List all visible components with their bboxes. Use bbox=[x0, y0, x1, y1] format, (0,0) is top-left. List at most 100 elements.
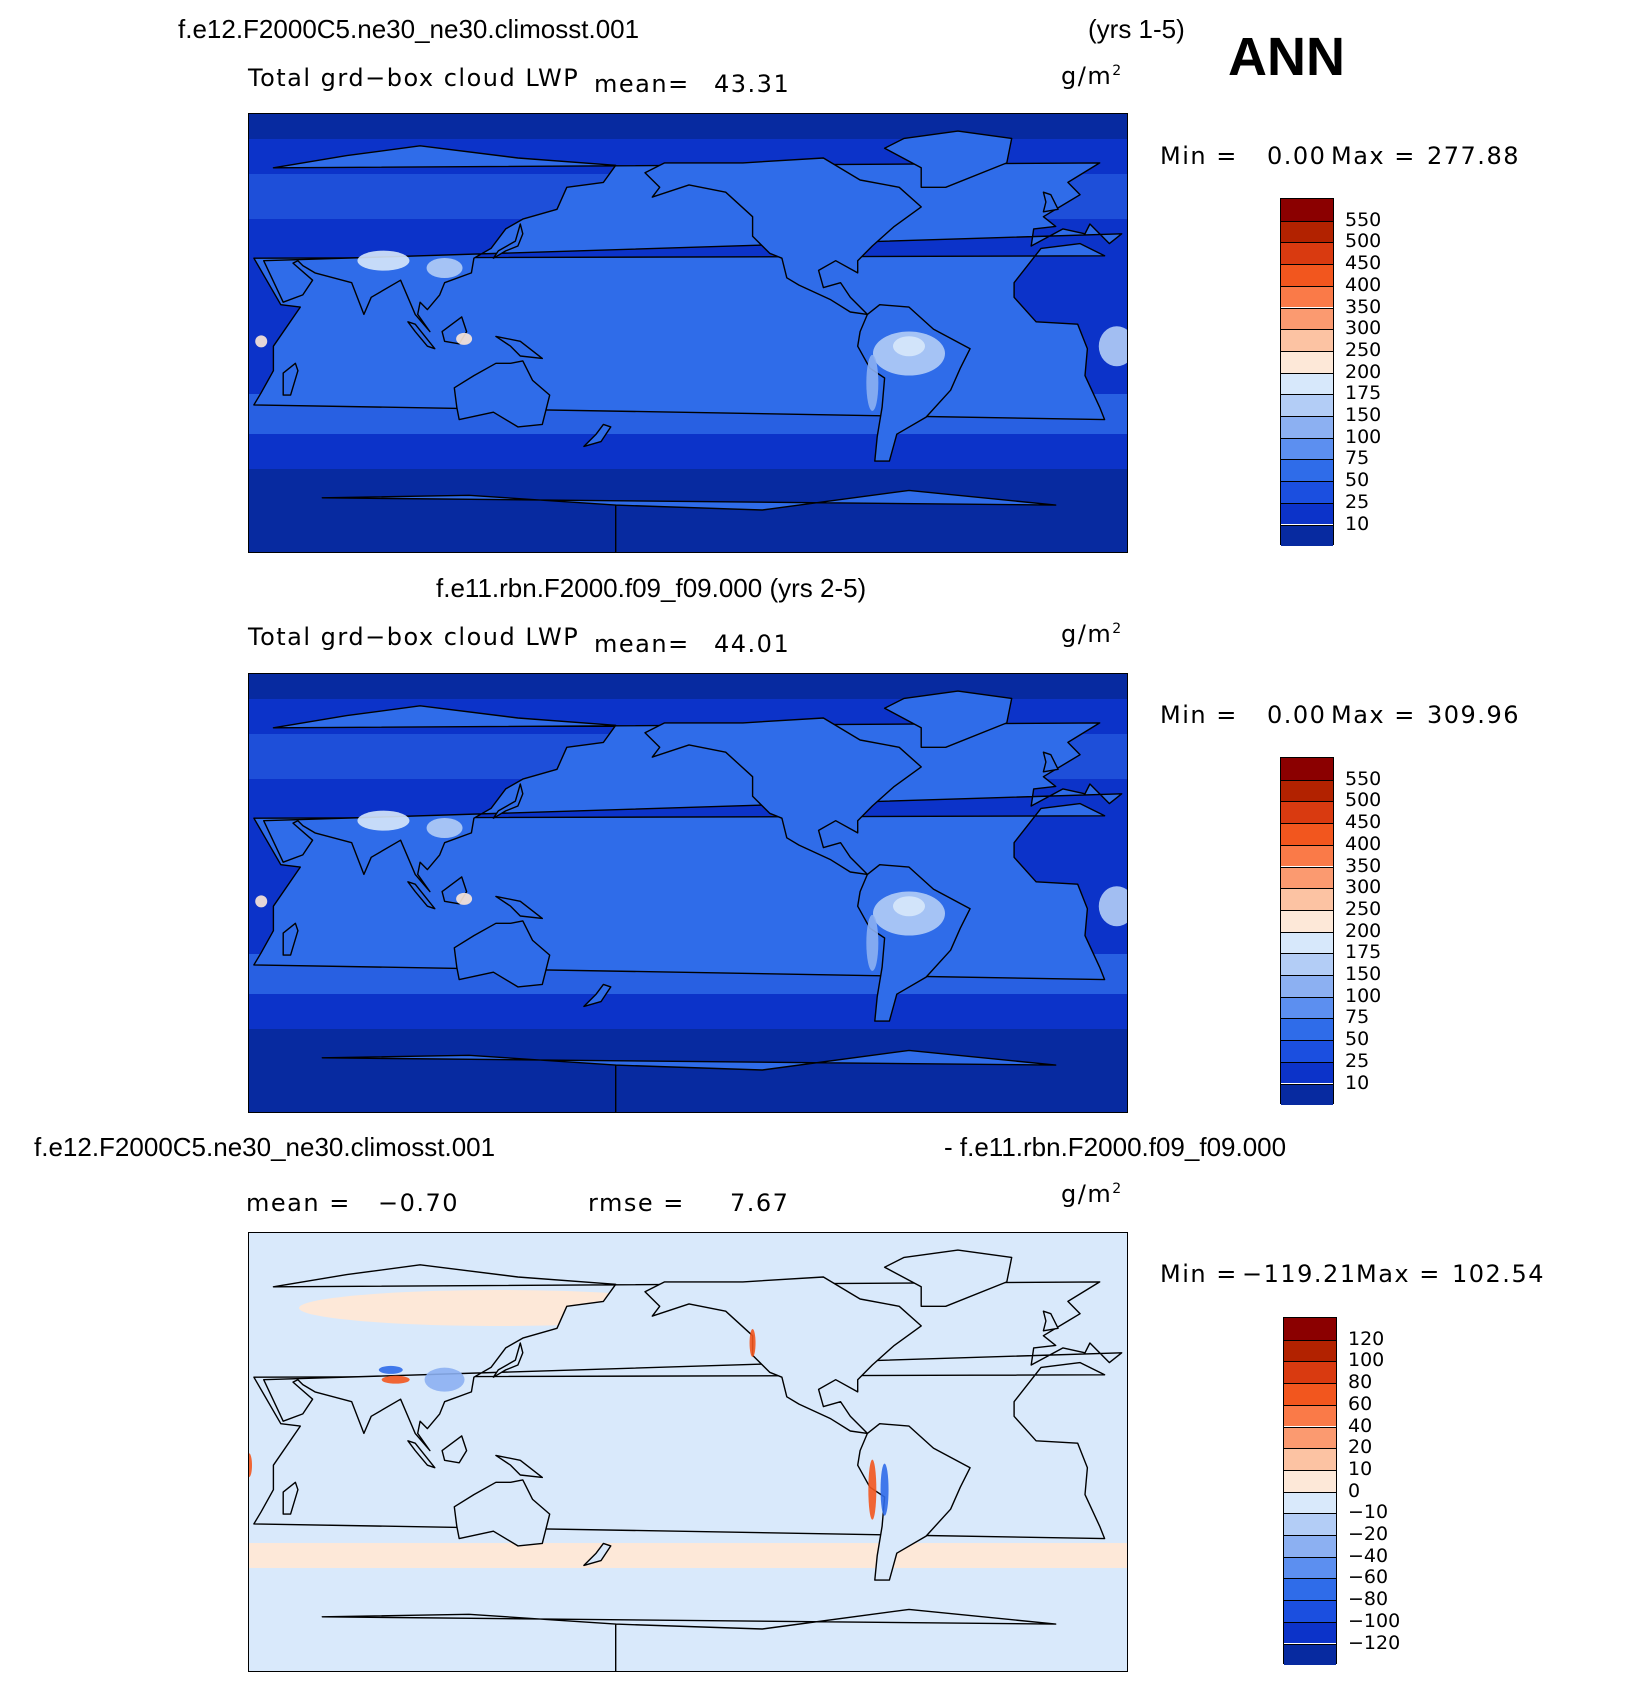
panel2-max-value: 309.96 bbox=[1427, 701, 1520, 729]
coastline-newguinea bbox=[495, 1454, 543, 1479]
colorbar-segment bbox=[1281, 779, 1333, 802]
colorbar-segment bbox=[1281, 823, 1333, 845]
colorbar-segment bbox=[1281, 307, 1333, 330]
cloud-lwp-maximum bbox=[255, 895, 268, 908]
coastline-newguinea bbox=[495, 335, 543, 360]
colorbar-segment bbox=[1284, 1318, 1336, 1340]
coastline-madagascar bbox=[282, 362, 299, 396]
colorbar-segment bbox=[1281, 350, 1333, 373]
colorbar-tick-label: 200 bbox=[1345, 919, 1382, 942]
antarctic-band bbox=[249, 1029, 1127, 1112]
panel3-max-value: 102.54 bbox=[1452, 1260, 1545, 1288]
cloud-lwp-maximum bbox=[1098, 886, 1127, 927]
colorbar-segment bbox=[1281, 242, 1333, 265]
cloud-lwp-maximum bbox=[893, 336, 925, 357]
panel3-mean-label: mean = bbox=[246, 1189, 351, 1217]
coastline-namerica bbox=[644, 717, 922, 876]
panel1-max-label: Max = bbox=[1331, 142, 1416, 170]
coastline-sumatra bbox=[407, 321, 436, 350]
panel3-rmse-label: rmse = bbox=[588, 1189, 685, 1217]
colorbar-tick-label: 75 bbox=[1345, 1006, 1370, 1029]
colorbar-tick-label: 550 bbox=[1345, 208, 1382, 231]
antarctic-band bbox=[249, 469, 1127, 552]
colorbar-tick-label: −60 bbox=[1348, 1566, 1389, 1589]
colorbar-segment bbox=[1284, 1621, 1336, 1644]
colorbar-segment bbox=[1281, 394, 1333, 416]
cloud-lwp-maximum bbox=[426, 818, 463, 838]
coastline-australia bbox=[453, 920, 551, 988]
colorbar-segment bbox=[1284, 1426, 1336, 1449]
cloud-lwp-maximum bbox=[1098, 326, 1127, 367]
colorbar-tick-label: 75 bbox=[1345, 447, 1370, 470]
colorbar-tick-label: 250 bbox=[1345, 897, 1382, 920]
panel3-min-value: −119.21 bbox=[1242, 1260, 1357, 1288]
colorbar-segment bbox=[1284, 1513, 1336, 1535]
diff-right-title: - f.e11.rbn.F2000.f09_f09.000 bbox=[944, 1132, 1287, 1162]
diff-left-title: f.e12.F2000C5.ne30_ne30.climosst.001 bbox=[34, 1132, 496, 1162]
panel2-variable: Total grd−box cloud LWP bbox=[248, 623, 580, 651]
panel1-map-svg bbox=[249, 114, 1127, 552]
colorbar-segment bbox=[1284, 1578, 1336, 1601]
colorbar-tick-label: 10 bbox=[1345, 1071, 1370, 1094]
colorbar-tick-label: 175 bbox=[1345, 941, 1382, 964]
arctic-band bbox=[249, 674, 1127, 699]
colorbar-segment bbox=[1281, 953, 1333, 975]
colorbar-box bbox=[1280, 198, 1334, 547]
colorbar-segment bbox=[1281, 329, 1333, 351]
colorbar-segment bbox=[1281, 264, 1333, 286]
panel3-rmse-value: 7.67 bbox=[730, 1189, 790, 1217]
colorbar-tick-label: 400 bbox=[1345, 273, 1382, 296]
colorbar-tick-label: 100 bbox=[1345, 425, 1382, 448]
coastline-greenland bbox=[883, 130, 1013, 188]
colorbar-segment bbox=[1284, 1339, 1336, 1362]
panel2-map bbox=[248, 673, 1128, 1113]
colorbar-segment bbox=[1284, 1448, 1336, 1470]
cloud-lwp-maximum bbox=[866, 914, 879, 971]
colorbar-tick-label: 50 bbox=[1345, 469, 1370, 492]
difference-anomaly bbox=[749, 1329, 756, 1357]
colorbar-segment bbox=[1281, 996, 1333, 1019]
colorbar-segment bbox=[1284, 1556, 1336, 1579]
colorbar-segment bbox=[1281, 524, 1333, 547]
colorbar-segment bbox=[1281, 416, 1333, 438]
colorbar-tick-label: 10 bbox=[1348, 1457, 1373, 1480]
panel1-units: g/m2 bbox=[1061, 62, 1123, 90]
coastline-madagascar bbox=[282, 1481, 299, 1515]
coastline-sumatra bbox=[407, 1440, 436, 1469]
coastline-newguinea bbox=[495, 895, 543, 920]
colorbar-segment bbox=[1281, 909, 1333, 932]
coastline-newzealand bbox=[583, 1542, 612, 1567]
panel2-mean-value: 44.01 bbox=[714, 630, 791, 658]
coastline-greenland bbox=[883, 1249, 1013, 1307]
colorbar-segment bbox=[1284, 1383, 1336, 1405]
colorbar-tick-label: 50 bbox=[1345, 1028, 1370, 1051]
panel2-mean-label: mean= bbox=[594, 630, 690, 658]
colorbar-tick-label: 300 bbox=[1345, 876, 1382, 899]
colorbar-segment bbox=[1281, 888, 1333, 910]
colorbar-tick-label: 450 bbox=[1345, 811, 1382, 834]
colorbar-tick-label: 20 bbox=[1348, 1436, 1373, 1459]
colorbar-tick-label: 175 bbox=[1345, 382, 1382, 405]
cloud-lwp-maximum bbox=[456, 332, 473, 345]
coastline-antarctica bbox=[321, 1049, 1057, 1112]
panel3-units: g/m2 bbox=[1061, 1180, 1123, 1208]
coastline-antarctica bbox=[321, 1608, 1057, 1671]
difference-anomaly bbox=[880, 1463, 889, 1516]
difference-anomaly bbox=[249, 1453, 252, 1478]
difference-anomaly bbox=[868, 1459, 877, 1520]
colorbar-segment bbox=[1281, 502, 1333, 525]
panel1-map bbox=[248, 113, 1128, 553]
cloud-lwp-maximum bbox=[426, 258, 463, 278]
coastline-uk bbox=[1042, 1310, 1059, 1332]
cloud-lwp-maximum bbox=[456, 892, 473, 905]
cloud-lwp-maximum bbox=[255, 335, 268, 348]
coastline-namerica bbox=[644, 157, 922, 316]
colorbar-box bbox=[1283, 1317, 1337, 1666]
colorbar-segment bbox=[1281, 199, 1333, 221]
coastline-newzealand bbox=[583, 423, 612, 448]
coastline-greenland bbox=[883, 690, 1013, 748]
panel3-min-label: Min = bbox=[1160, 1260, 1238, 1288]
coastline-borneo bbox=[441, 1435, 468, 1464]
panel1-mean-label: mean= bbox=[594, 70, 690, 98]
colorbar-segment bbox=[1281, 372, 1333, 395]
